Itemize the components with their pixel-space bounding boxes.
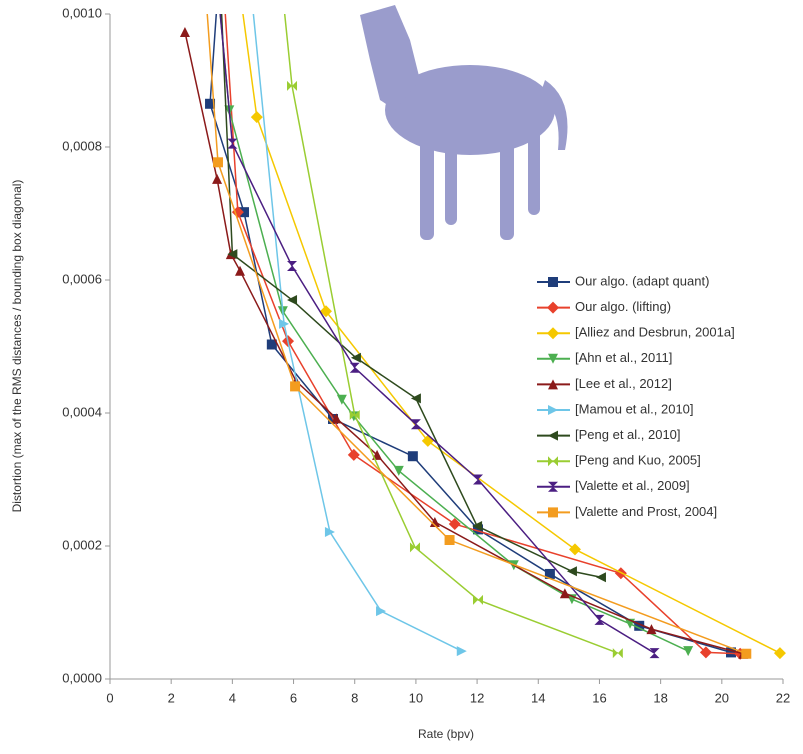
marker xyxy=(448,518,461,531)
marker xyxy=(646,624,657,635)
y-axis-title: Distortion (max of the RMS distances / b… xyxy=(10,180,24,513)
x-tick-label: 8 xyxy=(351,690,358,705)
legend-marker xyxy=(548,430,558,441)
marker xyxy=(235,265,246,276)
marker xyxy=(566,566,577,577)
y-tick-label: 0,0006 xyxy=(62,271,102,286)
marker xyxy=(319,305,332,318)
marker xyxy=(594,614,605,625)
legend-label: [Valette et al., 2009] xyxy=(575,478,690,493)
y-tick-label: 0,0010 xyxy=(62,5,102,20)
x-tick-label: 10 xyxy=(409,690,423,705)
marker xyxy=(287,261,298,272)
marker xyxy=(473,594,484,605)
marker xyxy=(410,419,421,430)
series-line xyxy=(242,14,781,654)
marker xyxy=(347,448,360,461)
y-tick-label: 0,0000 xyxy=(62,670,102,685)
marker xyxy=(205,98,216,109)
marker xyxy=(741,648,752,659)
marker xyxy=(773,647,786,660)
legend-marker xyxy=(548,481,558,492)
legend-marker xyxy=(548,277,558,287)
x-tick-label: 0 xyxy=(106,690,113,705)
series-line xyxy=(209,14,732,654)
marker xyxy=(409,542,420,553)
x-tick-label: 4 xyxy=(229,690,236,705)
series-line xyxy=(220,14,602,578)
marker xyxy=(227,138,238,149)
marker xyxy=(287,80,298,91)
marker xyxy=(331,413,342,424)
marker xyxy=(376,606,387,617)
marker xyxy=(649,648,660,659)
legend-marker xyxy=(548,379,558,390)
marker xyxy=(324,527,335,538)
x-tick-label: 12 xyxy=(470,690,484,705)
marker xyxy=(444,535,455,546)
marker xyxy=(179,26,190,37)
marker xyxy=(393,465,404,476)
marker xyxy=(683,646,694,657)
x-tick-label: 20 xyxy=(715,690,729,705)
x-tick-label: 16 xyxy=(592,690,606,705)
marker xyxy=(595,572,606,583)
marker xyxy=(287,294,298,305)
marker xyxy=(456,646,467,657)
marker xyxy=(429,517,440,528)
x-tick-label: 14 xyxy=(531,690,545,705)
marker xyxy=(407,451,418,462)
marker xyxy=(238,207,249,218)
series-line xyxy=(219,14,655,654)
legend-label: [Mamou et al., 2010] xyxy=(575,401,694,416)
marker xyxy=(410,393,421,404)
legend-label: [Alliez and Desbrun, 2001a] xyxy=(575,325,735,340)
marker xyxy=(612,648,623,659)
marker xyxy=(279,318,290,329)
series-line xyxy=(283,14,619,654)
y-tick-label: 0,0002 xyxy=(62,537,102,552)
marker xyxy=(349,409,360,420)
marker xyxy=(472,521,483,532)
marker xyxy=(349,362,360,373)
marker xyxy=(544,568,555,579)
x-tick-label: 2 xyxy=(168,690,175,705)
legend-marker xyxy=(547,301,559,314)
marker xyxy=(290,381,301,392)
legend-label: [Valette and Prost, 2004] xyxy=(575,504,717,519)
legend-label: Our algo. (lifting) xyxy=(575,299,671,314)
plot-area xyxy=(179,14,786,660)
marker xyxy=(212,173,223,184)
marker xyxy=(212,157,223,168)
marker xyxy=(559,588,570,599)
legend-marker xyxy=(548,507,558,518)
marker xyxy=(227,249,238,260)
marker xyxy=(568,543,581,556)
marker xyxy=(250,111,263,124)
y-tick-label: 0,0004 xyxy=(62,404,102,419)
legend-label: [Peng et al., 2010] xyxy=(575,427,681,442)
marker xyxy=(266,339,277,350)
x-tick-label: 6 xyxy=(290,690,297,705)
horse-image xyxy=(360,5,568,240)
legend-label: Our algo. (adapt quant) xyxy=(575,273,709,288)
marker xyxy=(350,352,361,363)
legend-label: [Peng and Kuo, 2005] xyxy=(575,453,701,468)
legend-marker xyxy=(548,405,558,415)
series-line xyxy=(219,14,689,652)
x-tick-label: 22 xyxy=(776,690,790,705)
marker xyxy=(473,474,484,485)
marker xyxy=(336,394,347,405)
legend-label: [Ahn et al., 2011] xyxy=(575,350,672,365)
marker xyxy=(699,646,712,659)
x-axis-title: Rate (bpv) xyxy=(418,727,474,741)
legend-marker xyxy=(548,456,558,467)
x-tick-label: 18 xyxy=(653,690,667,705)
legend-marker xyxy=(547,327,559,340)
y-tick-label: 0,0008 xyxy=(62,138,102,153)
legend-marker xyxy=(548,353,558,364)
legend-label: [Lee et al., 2012] xyxy=(575,376,672,391)
